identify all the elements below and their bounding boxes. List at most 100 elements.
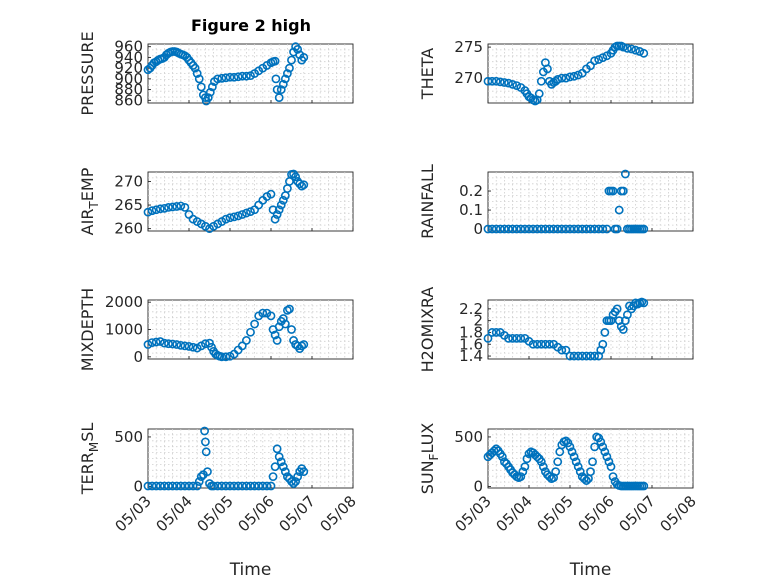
figure-title: Figure 2 high bbox=[191, 16, 311, 35]
data-point bbox=[270, 462, 280, 472]
data-point bbox=[536, 339, 546, 349]
data-point bbox=[579, 474, 589, 483]
data-point bbox=[184, 342, 194, 351]
data-markers bbox=[143, 426, 309, 491]
y-tick-label: 260 bbox=[114, 220, 143, 238]
data-point bbox=[483, 224, 493, 234]
data-point bbox=[590, 351, 599, 361]
data-point bbox=[635, 47, 645, 56]
data-point bbox=[250, 481, 259, 491]
data-point bbox=[282, 69, 292, 78]
data-point bbox=[623, 43, 632, 53]
data-point bbox=[483, 76, 493, 86]
data-point bbox=[151, 481, 161, 491]
y-axis-label-main: THETA bbox=[418, 48, 437, 100]
data-point bbox=[151, 205, 161, 215]
data-point bbox=[200, 426, 209, 436]
data-point bbox=[241, 481, 251, 491]
data-point bbox=[508, 79, 517, 89]
data-point bbox=[241, 208, 251, 218]
data-point bbox=[487, 76, 497, 86]
grid-lines bbox=[488, 44, 693, 103]
y-tick-label: 900 bbox=[114, 70, 143, 88]
data-point bbox=[270, 214, 280, 224]
data-point bbox=[155, 337, 165, 346]
data-point bbox=[528, 224, 538, 234]
y-tick-label: 0.1 bbox=[459, 201, 483, 219]
data-point bbox=[209, 481, 218, 491]
data-point bbox=[147, 338, 157, 348]
data-point bbox=[495, 224, 505, 234]
data-point bbox=[155, 481, 165, 491]
y-tick-label: 265 bbox=[114, 196, 143, 214]
data-point bbox=[194, 477, 204, 486]
data-point bbox=[532, 339, 542, 349]
data-point bbox=[221, 481, 231, 491]
data-point bbox=[237, 341, 247, 351]
data-point bbox=[262, 481, 272, 491]
data-point bbox=[545, 472, 554, 481]
data-point bbox=[254, 481, 264, 491]
data-point bbox=[280, 467, 290, 477]
data-point bbox=[516, 472, 526, 481]
data-point bbox=[604, 457, 614, 467]
data-point bbox=[271, 74, 281, 84]
x-tick-label: 05/03 bbox=[452, 492, 495, 535]
grid-lines bbox=[148, 300, 353, 359]
data-point bbox=[164, 481, 173, 491]
data-point bbox=[571, 457, 581, 467]
data-point bbox=[569, 71, 579, 81]
data-point bbox=[194, 74, 204, 84]
data-point bbox=[143, 481, 153, 491]
data-point bbox=[272, 85, 282, 94]
data-point bbox=[618, 325, 628, 334]
data-point bbox=[545, 224, 554, 234]
data-point bbox=[569, 452, 579, 462]
data-point bbox=[598, 224, 608, 234]
data-point bbox=[190, 63, 200, 73]
data-point bbox=[577, 224, 587, 234]
y-tick-label: 2 bbox=[473, 312, 483, 330]
data-point bbox=[287, 55, 296, 65]
data-point bbox=[180, 341, 190, 351]
x-tick-label: 05/06 bbox=[235, 492, 278, 535]
data-point bbox=[237, 71, 247, 81]
data-point bbox=[504, 78, 513, 88]
y-axis-label: MIXDEPTH bbox=[78, 288, 97, 371]
plot-area bbox=[147, 299, 354, 360]
y-axis-label: THETA bbox=[418, 48, 437, 100]
data-point bbox=[520, 462, 530, 472]
data-point bbox=[287, 477, 296, 486]
data-markers bbox=[143, 42, 309, 106]
data-point bbox=[180, 202, 190, 212]
data-point bbox=[602, 452, 612, 462]
data-point bbox=[258, 308, 268, 318]
data-point bbox=[221, 214, 231, 224]
data-point bbox=[246, 481, 255, 491]
data-point bbox=[561, 224, 571, 234]
data-point bbox=[504, 224, 513, 234]
x-tick-label: 05/08 bbox=[657, 492, 700, 535]
data-point bbox=[596, 437, 606, 447]
data-point bbox=[586, 467, 595, 477]
data-point bbox=[266, 481, 276, 491]
data-point bbox=[276, 200, 286, 210]
data-point bbox=[612, 304, 622, 314]
data-point bbox=[246, 207, 255, 217]
data-point bbox=[299, 180, 309, 190]
plot-area bbox=[487, 171, 694, 232]
y-tick-label: 1.6 bbox=[459, 335, 483, 353]
data-point bbox=[487, 224, 497, 234]
data-point bbox=[627, 44, 636, 54]
data-point bbox=[590, 224, 599, 234]
subplot-theta: 270 275 THETA bbox=[418, 38, 694, 106]
data-point bbox=[567, 447, 577, 457]
y-tick-label: 2000 bbox=[105, 293, 143, 311]
y-tick-label: 500 bbox=[454, 428, 483, 446]
data-point bbox=[225, 481, 235, 491]
y-axis-label: SUNFLUX bbox=[418, 423, 441, 495]
data-point bbox=[293, 472, 303, 481]
data-point bbox=[639, 298, 649, 308]
